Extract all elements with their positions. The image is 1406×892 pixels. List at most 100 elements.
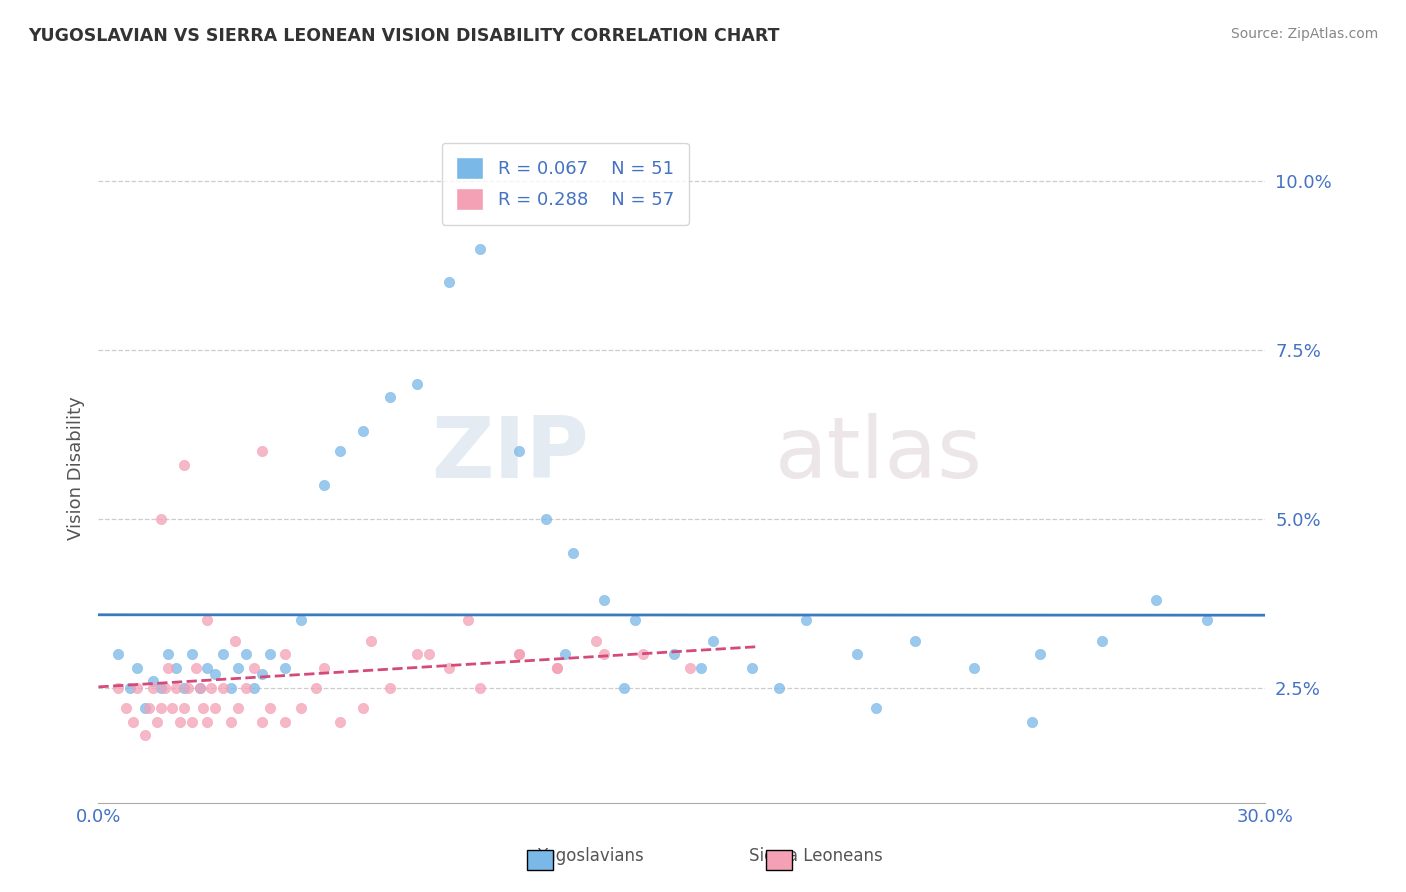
Point bbox=[418, 647, 440, 661]
Point bbox=[508, 444, 530, 458]
Point bbox=[165, 660, 187, 674]
Point bbox=[546, 660, 568, 674]
Point bbox=[962, 660, 984, 674]
Point bbox=[274, 660, 297, 674]
Point bbox=[173, 681, 195, 695]
Point bbox=[468, 242, 491, 256]
Point bbox=[122, 714, 145, 729]
Point bbox=[243, 660, 266, 674]
Point bbox=[662, 647, 685, 661]
Point bbox=[378, 681, 402, 695]
Point bbox=[631, 647, 654, 661]
Point bbox=[259, 701, 281, 715]
Point bbox=[468, 681, 491, 695]
Point bbox=[679, 660, 702, 674]
Point bbox=[212, 681, 235, 695]
Point bbox=[562, 546, 585, 560]
Point bbox=[153, 681, 176, 695]
Point bbox=[259, 647, 281, 661]
Point bbox=[554, 647, 576, 661]
Point bbox=[702, 633, 724, 648]
Point bbox=[250, 667, 273, 681]
Point bbox=[290, 701, 312, 715]
Point bbox=[134, 701, 156, 715]
Point bbox=[184, 660, 207, 674]
Point bbox=[360, 633, 382, 648]
Point bbox=[200, 681, 222, 695]
Point bbox=[741, 660, 763, 674]
Point bbox=[1091, 633, 1114, 648]
Legend: R = 0.067    N = 51, R = 0.288    N = 57: R = 0.067 N = 51, R = 0.288 N = 57 bbox=[441, 143, 689, 225]
Point bbox=[146, 714, 169, 729]
Point bbox=[612, 681, 634, 695]
Point bbox=[534, 512, 557, 526]
Point bbox=[169, 714, 191, 729]
Point bbox=[114, 701, 136, 715]
Point bbox=[204, 701, 226, 715]
Point bbox=[173, 458, 195, 472]
Point bbox=[352, 701, 374, 715]
Point bbox=[624, 613, 647, 627]
Point bbox=[224, 633, 246, 648]
Point bbox=[134, 728, 156, 742]
Point bbox=[406, 376, 429, 391]
Point bbox=[188, 681, 211, 695]
Point bbox=[107, 647, 129, 661]
Point bbox=[219, 681, 242, 695]
Point bbox=[188, 681, 211, 695]
Text: atlas: atlas bbox=[775, 413, 983, 497]
Point bbox=[274, 647, 297, 661]
Point bbox=[118, 681, 141, 695]
Point bbox=[593, 647, 616, 661]
Text: Sierra Leoneans: Sierra Leoneans bbox=[748, 847, 883, 865]
Point bbox=[157, 647, 180, 661]
Point bbox=[204, 667, 226, 681]
Point bbox=[329, 714, 352, 729]
Point bbox=[593, 593, 616, 607]
Point bbox=[235, 647, 257, 661]
Point bbox=[250, 444, 273, 458]
Point bbox=[378, 390, 402, 404]
Point bbox=[1029, 647, 1052, 661]
Point bbox=[177, 681, 200, 695]
Point bbox=[690, 660, 713, 674]
Point bbox=[149, 681, 172, 695]
Point bbox=[193, 701, 215, 715]
Point bbox=[107, 681, 129, 695]
Point bbox=[329, 444, 352, 458]
Point bbox=[546, 660, 568, 674]
Point bbox=[165, 681, 187, 695]
Point bbox=[352, 424, 374, 438]
Point bbox=[228, 660, 250, 674]
Point bbox=[243, 681, 266, 695]
Point bbox=[796, 613, 818, 627]
Point bbox=[212, 647, 235, 661]
Text: Yugoslavians: Yugoslavians bbox=[537, 847, 644, 865]
Point bbox=[305, 681, 328, 695]
Point bbox=[437, 276, 460, 290]
Point bbox=[865, 701, 887, 715]
Point bbox=[127, 681, 149, 695]
Text: Source: ZipAtlas.com: Source: ZipAtlas.com bbox=[1230, 27, 1378, 41]
Point bbox=[406, 647, 429, 661]
Point bbox=[585, 633, 607, 648]
Point bbox=[1021, 714, 1043, 729]
Point bbox=[1195, 613, 1218, 627]
Point bbox=[180, 714, 202, 729]
Point bbox=[457, 613, 479, 627]
Point bbox=[250, 714, 273, 729]
Point bbox=[228, 701, 250, 715]
Point bbox=[138, 701, 160, 715]
Point bbox=[312, 478, 335, 492]
Point bbox=[437, 660, 460, 674]
Point bbox=[180, 647, 202, 661]
Text: ZIP: ZIP bbox=[430, 413, 589, 497]
Point bbox=[127, 660, 149, 674]
Point bbox=[904, 633, 927, 648]
Point bbox=[508, 647, 530, 661]
Point bbox=[768, 681, 790, 695]
Y-axis label: Vision Disability: Vision Disability bbox=[66, 396, 84, 541]
Point bbox=[142, 674, 165, 689]
Point bbox=[149, 701, 172, 715]
Point bbox=[173, 701, 195, 715]
